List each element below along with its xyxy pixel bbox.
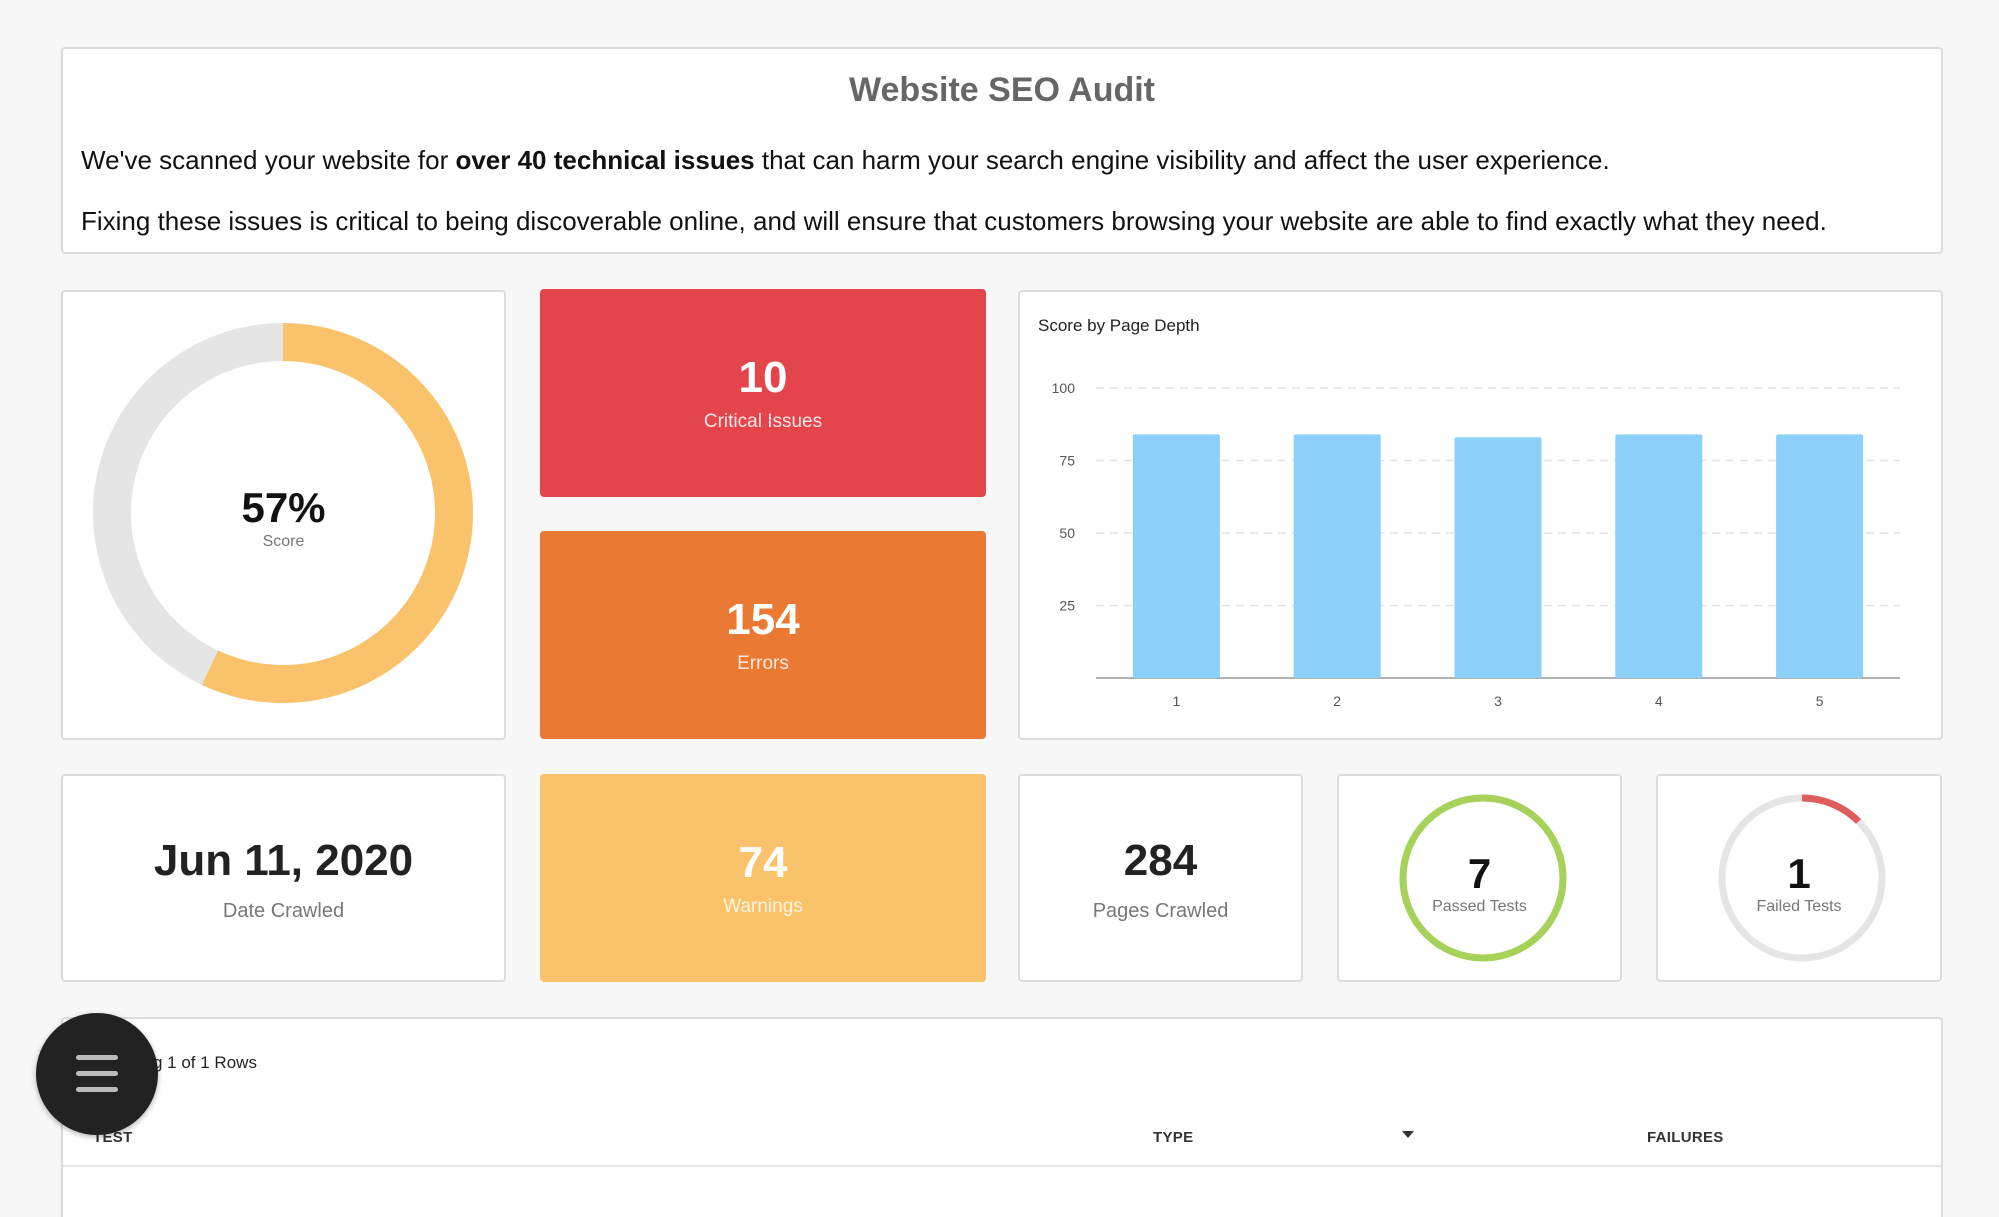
bar: [1615, 434, 1703, 678]
menu-icon-bar-top: [76, 1055, 118, 1060]
errors-label: Errors: [737, 653, 789, 674]
passed-tests-label: Passed Tests: [1432, 898, 1527, 915]
results-table: g 1 of 1 Rows TEST TYPE FAILURES: [61, 1017, 1943, 1217]
failed-tests-ring: [1718, 794, 1886, 962]
critical-issues-count: 10: [738, 353, 788, 402]
failed-tests-label: Failed Tests: [1756, 898, 1842, 915]
score-card: 57% Score: [61, 290, 506, 740]
x-tick-label: 3: [1494, 693, 1502, 709]
passed-tests-count: 7: [1467, 850, 1492, 897]
bar: [1776, 434, 1864, 678]
table-header-divider: [63, 1165, 1941, 1167]
score-donut: [93, 323, 473, 703]
menu-button[interactable]: [36, 1013, 158, 1135]
score-by-depth-chart: 25 50 75 100 1 2 3 4 5: [1052, 380, 1900, 709]
chart-title: Score by Page Depth: [1038, 316, 1200, 335]
score-value: 57%: [241, 484, 326, 531]
y-tick-label: 100: [1052, 380, 1076, 396]
score-donut-arc: [93, 323, 473, 703]
y-tick-label: 75: [1059, 453, 1075, 469]
menu-icon-bar-bottom: [76, 1087, 118, 1092]
x-tick-label: 4: [1655, 693, 1663, 709]
bar: [1132, 434, 1220, 678]
warnings-count: 74: [738, 838, 788, 887]
date-crawled-value: Jun 11, 2020: [153, 836, 414, 885]
y-tick-label: 25: [1059, 598, 1075, 614]
bar: [1293, 434, 1381, 678]
x-tick-label: 1: [1173, 693, 1181, 709]
sort-caret-icon[interactable]: [1402, 1131, 1414, 1138]
score-label: Score: [262, 533, 305, 550]
pages-crawled-value: 284: [1123, 836, 1198, 885]
score-by-depth-chart-card: Score by Page Depth 25 50 75 100 1 2 3 4 5: [1018, 290, 1943, 740]
passed-tests-ring: [1399, 794, 1567, 962]
date-crawled-label: Date Crawled: [222, 900, 345, 922]
rows-count-info: g 1 of 1 Rows: [153, 1053, 257, 1072]
pages-crawled-label: Pages Crawled: [1092, 900, 1229, 922]
critical-issues-tile[interactable]: 10 Critical Issues: [540, 289, 986, 497]
passed-ring-arc: [1399, 794, 1567, 962]
intro-paragraph-2: Fixing these issues is critical to being…: [81, 206, 1827, 236]
menu-icon-bar-middle: [76, 1071, 118, 1076]
x-tick-label: 5: [1816, 693, 1824, 709]
date-crawled-card: Jun 11, 2020 Date Crawled: [61, 774, 506, 982]
warnings-label: Warnings: [723, 896, 803, 917]
intro-text-end: that can harm your search engine visibil…: [754, 145, 1610, 175]
failed-tests-count: 1: [1787, 850, 1811, 897]
errors-count: 154: [726, 595, 800, 644]
warnings-tile[interactable]: 74 Warnings: [540, 774, 986, 982]
failed-ring-arc: [1718, 794, 1886, 962]
column-header-type[interactable]: TYPE: [1153, 1129, 1194, 1146]
x-tick-label: 2: [1333, 693, 1341, 709]
y-tick-label: 50: [1059, 525, 1075, 541]
pages-crawled-card: 284 Pages Crawled: [1018, 774, 1303, 982]
bar: [1454, 437, 1542, 678]
intro-text: We've scanned your website for: [81, 145, 456, 175]
column-header-failures[interactable]: FAILURES: [1647, 1129, 1724, 1146]
errors-tile[interactable]: 154 Errors: [540, 531, 986, 739]
page-title: Website SEO Audit: [848, 71, 1156, 109]
failed-tests-card: 1 Failed Tests: [1656, 774, 1942, 982]
passed-tests-card: 7 Passed Tests: [1337, 774, 1622, 982]
critical-issues-label: Critical Issues: [703, 411, 823, 432]
intro-panel: Website SEO Audit We've scanned your web…: [61, 47, 1943, 254]
intro-emphasis: over 40 technical issues: [455, 145, 755, 175]
intro-paragraph-1: We've scanned your website for over 40 t…: [81, 145, 1610, 176]
